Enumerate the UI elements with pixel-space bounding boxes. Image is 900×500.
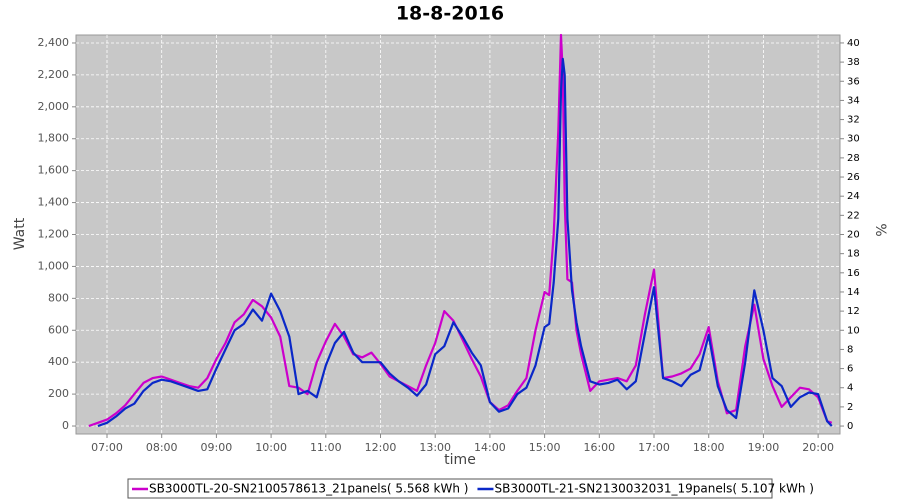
- y-tick-label: 2,200: [38, 68, 70, 81]
- y2-tick-label: 2: [847, 402, 853, 413]
- y2-tick-label: 28: [847, 153, 860, 164]
- legend-label: SB3000TL-21-SN2130032031_19panels( 5.107…: [494, 482, 813, 496]
- y-tick-label: 1,000: [38, 259, 70, 272]
- y-tick-label: 200: [48, 387, 69, 400]
- x-tick-label: 14:00: [474, 441, 506, 454]
- y2-tick-label: 4: [847, 383, 853, 394]
- y2-tick-label: 0: [847, 421, 853, 432]
- x-tick-label: 08:00: [146, 441, 178, 454]
- y2-tick-label: 18: [847, 249, 860, 260]
- series-line: [97, 57, 833, 428]
- legend: [127, 478, 773, 499]
- y2-tick-label: 32: [847, 115, 860, 126]
- y2-tick-label: 12: [847, 306, 860, 317]
- y2-tick-label: 6: [847, 364, 853, 375]
- x-tick-label: 09:00: [201, 441, 233, 454]
- x-tick-label: 10:00: [255, 441, 287, 454]
- x-tick-label: 18:00: [693, 441, 725, 454]
- y2-axis-label: %: [872, 223, 888, 236]
- y2-tick-label: 30: [847, 134, 860, 145]
- x-tick-label: 12:00: [365, 441, 397, 454]
- y2-tick-label: 10: [847, 325, 860, 336]
- y2-tick-label: 16: [847, 268, 860, 279]
- x-tick-label: 17:00: [638, 441, 670, 454]
- y2-tick-label: 26: [847, 172, 860, 183]
- x-tick-label: 13:00: [419, 441, 451, 454]
- y-tick-label: 0: [62, 419, 69, 432]
- x-tick-label: 11:00: [310, 441, 342, 454]
- x-tick-label: 20:00: [802, 441, 834, 454]
- y2-tick-label: 8: [847, 344, 853, 355]
- y-tick-label: 2,400: [38, 36, 70, 49]
- legend-label: SB3000TL-20-SN2100578613_21panels( 5.568…: [149, 482, 468, 496]
- x-tick-label: 19:00: [748, 441, 780, 454]
- x-tick-label: 15:00: [529, 441, 561, 454]
- y2-tick-label: 20: [847, 230, 860, 241]
- y-axis-label: Watt: [12, 217, 28, 250]
- y-tick-label: 1,400: [38, 196, 70, 209]
- x-axis-label: time: [444, 452, 476, 468]
- y-tick-label: 800: [48, 291, 69, 304]
- x-tick-label: 16:00: [583, 441, 615, 454]
- y-tick-label: 400: [48, 355, 69, 368]
- y2-tick-label: 22: [847, 210, 860, 221]
- y-tick-label: 1,800: [38, 132, 70, 145]
- y2-tick-label: 38: [847, 57, 860, 68]
- y-tick-label: 1,600: [38, 164, 70, 177]
- x-tick-label: 07:00: [91, 441, 123, 454]
- y2-tick-label: 36: [847, 76, 860, 87]
- y2-tick-label: 24: [847, 191, 860, 202]
- y2-tick-label: 40: [847, 38, 860, 49]
- y-tick-label: 2,000: [38, 100, 70, 113]
- y-tick-label: 1,200: [38, 228, 70, 241]
- y2-tick-label: 34: [847, 95, 860, 106]
- chart-title: 18-8-2016: [396, 3, 504, 25]
- y-tick-label: 600: [48, 323, 69, 336]
- y2-tick-label: 14: [847, 287, 860, 298]
